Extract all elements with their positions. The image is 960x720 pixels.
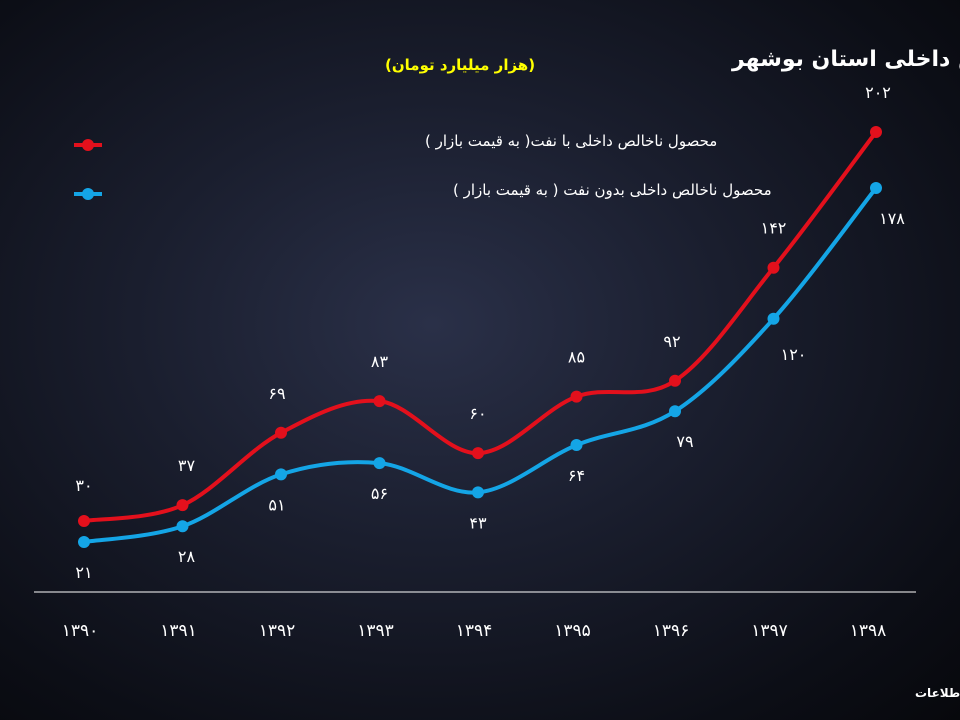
x-tick-label: ۱۳۹۶ [653,621,690,641]
x-tick-label: ۱۳۹۴ [456,621,493,641]
series-without-oil: ۲۱ ۲۸ ۵۱ ۵۶ ۴۳ ۶۴ ۷۹ ۱۲۰ ۱۷۸ [75,182,905,582]
chart-title: تولید ناخالص داخلی استان بوشهر [731,47,960,72]
x-tick-label: ۱۳۹۳ [357,621,394,641]
data-label: ۶۹ [268,384,285,403]
legend-label-without-oil: محصول ناخالص داخلی بدون نفت ( به قیمت با… [453,181,772,199]
series-with-oil: ۳۰ ۳۷ ۶۹ ۸۳ ۶۰ ۸۵ ۹۲ ۱۴۲ ۲۰۲ [75,83,891,527]
data-label: ۸۵ [568,348,585,367]
data-point [570,390,583,403]
x-tick-label: ۱۳۹۱ [160,621,197,641]
data-point [767,312,780,325]
legend: محصول ناخالص داخلی با نفت( به قیمت بازار… [74,132,772,200]
data-label: ۱۲۰ [781,345,807,364]
data-point [570,439,583,452]
data-point [176,499,189,512]
series-line [82,130,878,523]
data-point [78,536,90,548]
data-point [176,520,189,533]
data-label: ۳۷ [178,456,196,475]
data-label: ۲۸ [178,547,196,566]
data-point [472,447,484,460]
x-tick-label: ۱۳۹۵ [554,621,591,641]
data-point [275,426,287,439]
data-point [669,405,681,418]
data-point [78,515,90,527]
data-point [669,374,681,387]
data-label: ۲۱ [75,563,92,582]
data-label: ۲۰۲ [865,83,891,102]
source-footer: سازمان مدیریت و برنامه ریزی استان بوشهر … [915,685,960,701]
data-point [870,182,882,194]
x-tick-label: ۱۳۹۲ [259,621,296,641]
data-label: ۷۹ [676,432,693,451]
data-label: ۹۲ [663,332,680,351]
x-axis-ticks: ۱۳۹۰ ۱۳۹۱ ۱۳۹۲ ۱۳۹۳ ۱۳۹۴ ۱۳۹۵ ۱۳۹۶ ۱۳۹۷ ۱۳۹۸ [62,621,887,641]
chart-subtitle: (هزار میلیارد تومان) [385,56,535,74]
data-point [373,395,386,408]
legend-marker-with-oil [82,139,94,151]
data-label: ۵۱ [268,495,285,514]
legend-item-without-oil: محصول ناخالص داخلی بدون نفت ( به قیمت با… [74,181,772,200]
data-point [767,261,780,274]
data-label: ۵۶ [371,484,388,503]
legend-marker-without-oil [82,188,94,200]
legend-label-with-oil: محصول ناخالص داخلی با نفت( به قیمت بازار… [425,132,717,150]
data-label: ۳۰ [75,476,92,495]
x-tick-label: ۱۳۹۷ [751,621,788,641]
data-point [373,457,386,470]
data-label: ۴۳ [469,513,487,532]
data-label: ۶۰ [469,404,486,423]
data-label: ۱۴۲ [761,219,787,238]
data-label: ۱۷۸ [879,209,905,228]
data-point [472,486,484,499]
data-label: ۶۴ [568,466,585,485]
data-point [870,126,882,138]
data-point [275,468,287,481]
data-label: ۸۳ [371,352,389,371]
legend-item-with-oil: محصول ناخالص داخلی با نفت( به قیمت بازار… [74,132,717,151]
x-tick-label: ۱۳۹۸ [850,621,887,641]
x-tick-label: ۱۳۹۰ [62,621,99,641]
series-layer: ۳۰ ۳۷ ۶۹ ۸۳ ۶۰ ۸۵ ۹۲ ۱۴۲ ۲۰۲ ۲۱ ۲۸ ۵۱ ۵۶ ۴۳ ۶۴ ۷۹ ۱۲۰ ۱۷۸ [75,83,905,582]
